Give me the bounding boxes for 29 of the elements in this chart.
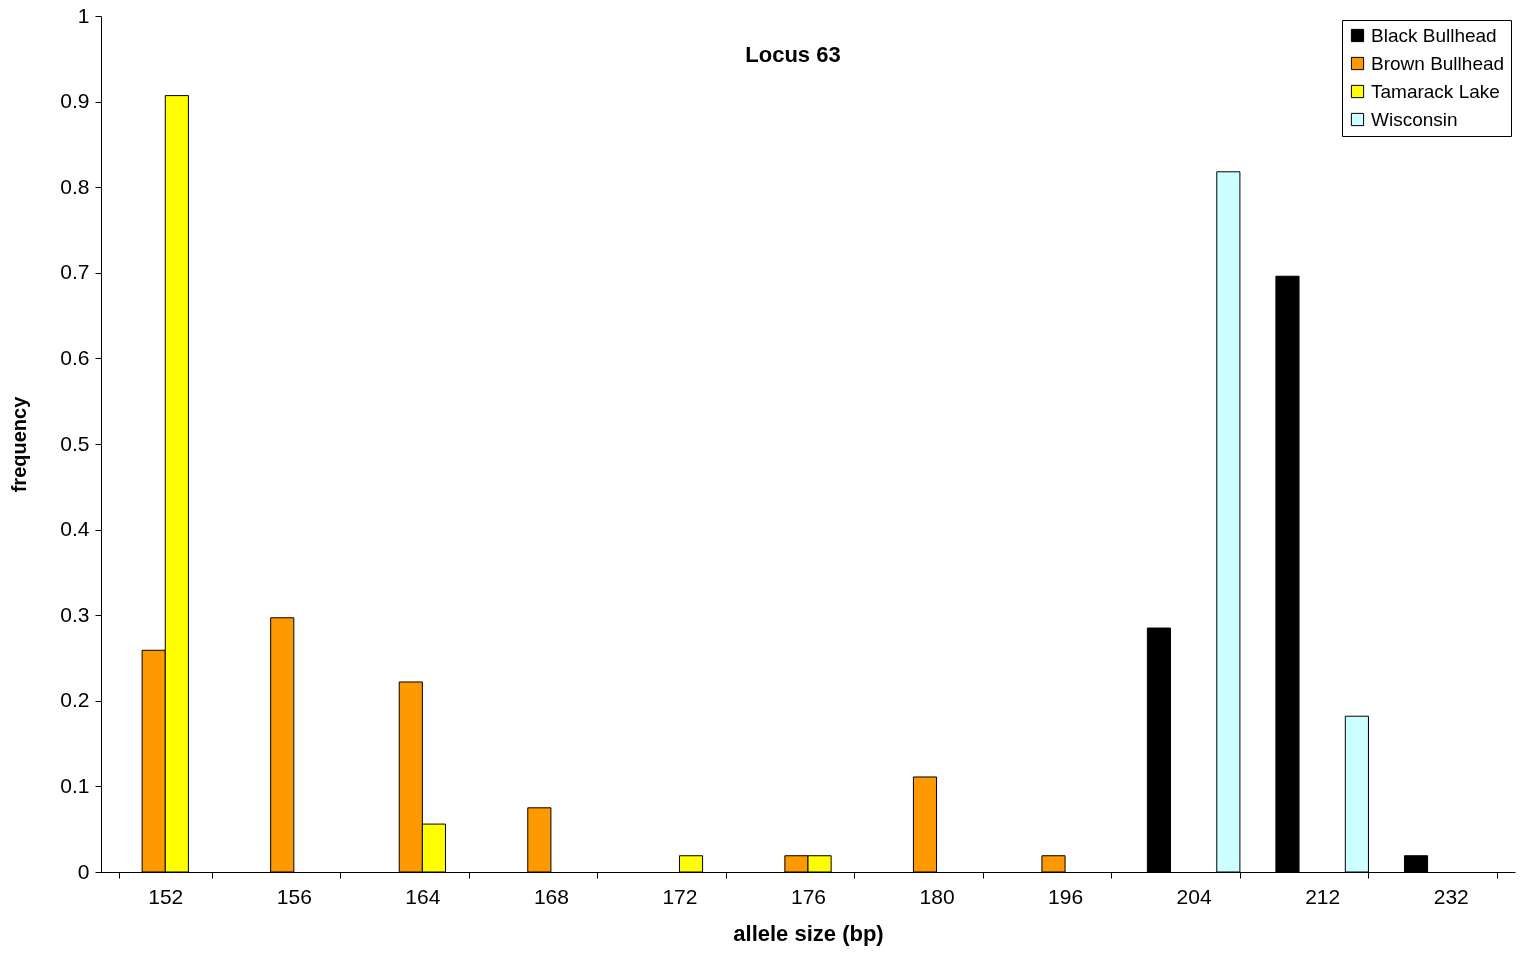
y-tick-label: 0.9 — [60, 89, 90, 113]
x-tick-label: 204 — [1176, 884, 1212, 908]
y-tick-label: 0.1 — [60, 773, 90, 797]
text: Locus 63 — [745, 42, 841, 67]
x-tick-label: 232 — [1433, 884, 1469, 908]
x-tick-label: 180 — [919, 884, 955, 908]
y-tick-label: 0.4 — [60, 517, 90, 541]
y-tick-label: 0.7 — [60, 260, 90, 284]
y-tick-label: 1 — [77, 3, 90, 27]
y-tick-label: 0.8 — [60, 174, 90, 198]
y-tick-label: 0.2 — [60, 688, 90, 712]
legend-label: Wisconsin — [1371, 108, 1458, 130]
x-tick-label: 212 — [1305, 884, 1341, 908]
x-tick-label: 172 — [662, 884, 698, 908]
y-tick-label: 0.5 — [60, 431, 90, 455]
x-tick-label: 156 — [276, 884, 312, 908]
legend-label: Tamarack Lake — [1371, 80, 1500, 102]
legend-label: Black Bullhead — [1371, 24, 1497, 46]
x-tick-label: 168 — [533, 884, 569, 908]
x-tick-label: 164 — [405, 884, 441, 908]
y-tick-label: 0 — [77, 859, 90, 883]
x-tick-label: 196 — [1048, 884, 1084, 908]
x-tick-label: 152 — [148, 884, 184, 908]
legend-label: Brown Bullhead — [1371, 52, 1505, 74]
y-axis-title: frequency — [8, 395, 31, 493]
y-tick-label: 0.3 — [60, 602, 90, 626]
y-tick-label: 0.6 — [60, 345, 90, 369]
x-tick-label: 176 — [790, 884, 827, 908]
x-axis-title: allele size (bp) — [733, 920, 884, 946]
